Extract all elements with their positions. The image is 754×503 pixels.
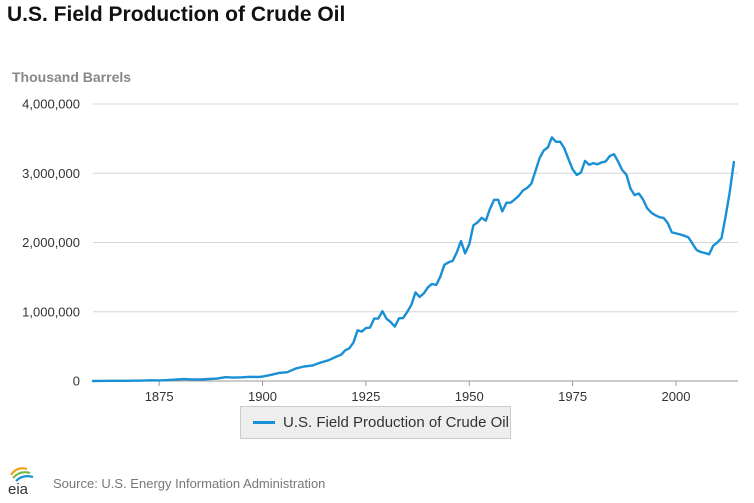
x-tick-label: 1900	[248, 389, 277, 404]
y-tick-label: 2,000,000	[22, 235, 80, 250]
x-tick-label: 1975	[558, 389, 587, 404]
x-tick-label: 1875	[145, 389, 174, 404]
legend-swatch	[253, 421, 275, 424]
y-tick-label: 4,000,000	[22, 97, 80, 112]
eia-logo-text: eia	[8, 481, 29, 497]
footer: eia Source: U.S. Energy Information Admi…	[7, 465, 325, 497]
y-axis-label: Thousand Barrels	[12, 69, 132, 85]
x-tick-label: 2000	[662, 389, 691, 404]
series-line-crude-oil	[91, 136, 736, 383]
x-tick-label: 1925	[351, 389, 380, 404]
source-note: Source: U.S. Energy Information Administ…	[53, 475, 326, 491]
chart-title: U.S. Field Production of Crude Oil	[7, 3, 346, 26]
legend[interactable]: U.S. Field Production of Crude Oil	[240, 406, 511, 439]
y-tick-label: 3,000,000	[22, 166, 80, 181]
y-tick-label: 0	[73, 374, 80, 389]
y-tick-label: 1,000,000	[22, 304, 80, 319]
x-tick-label: 1950	[455, 389, 484, 404]
legend-label: U.S. Field Production of Crude Oil	[283, 414, 509, 431]
eia-logo-icon: eia	[8, 467, 34, 497]
